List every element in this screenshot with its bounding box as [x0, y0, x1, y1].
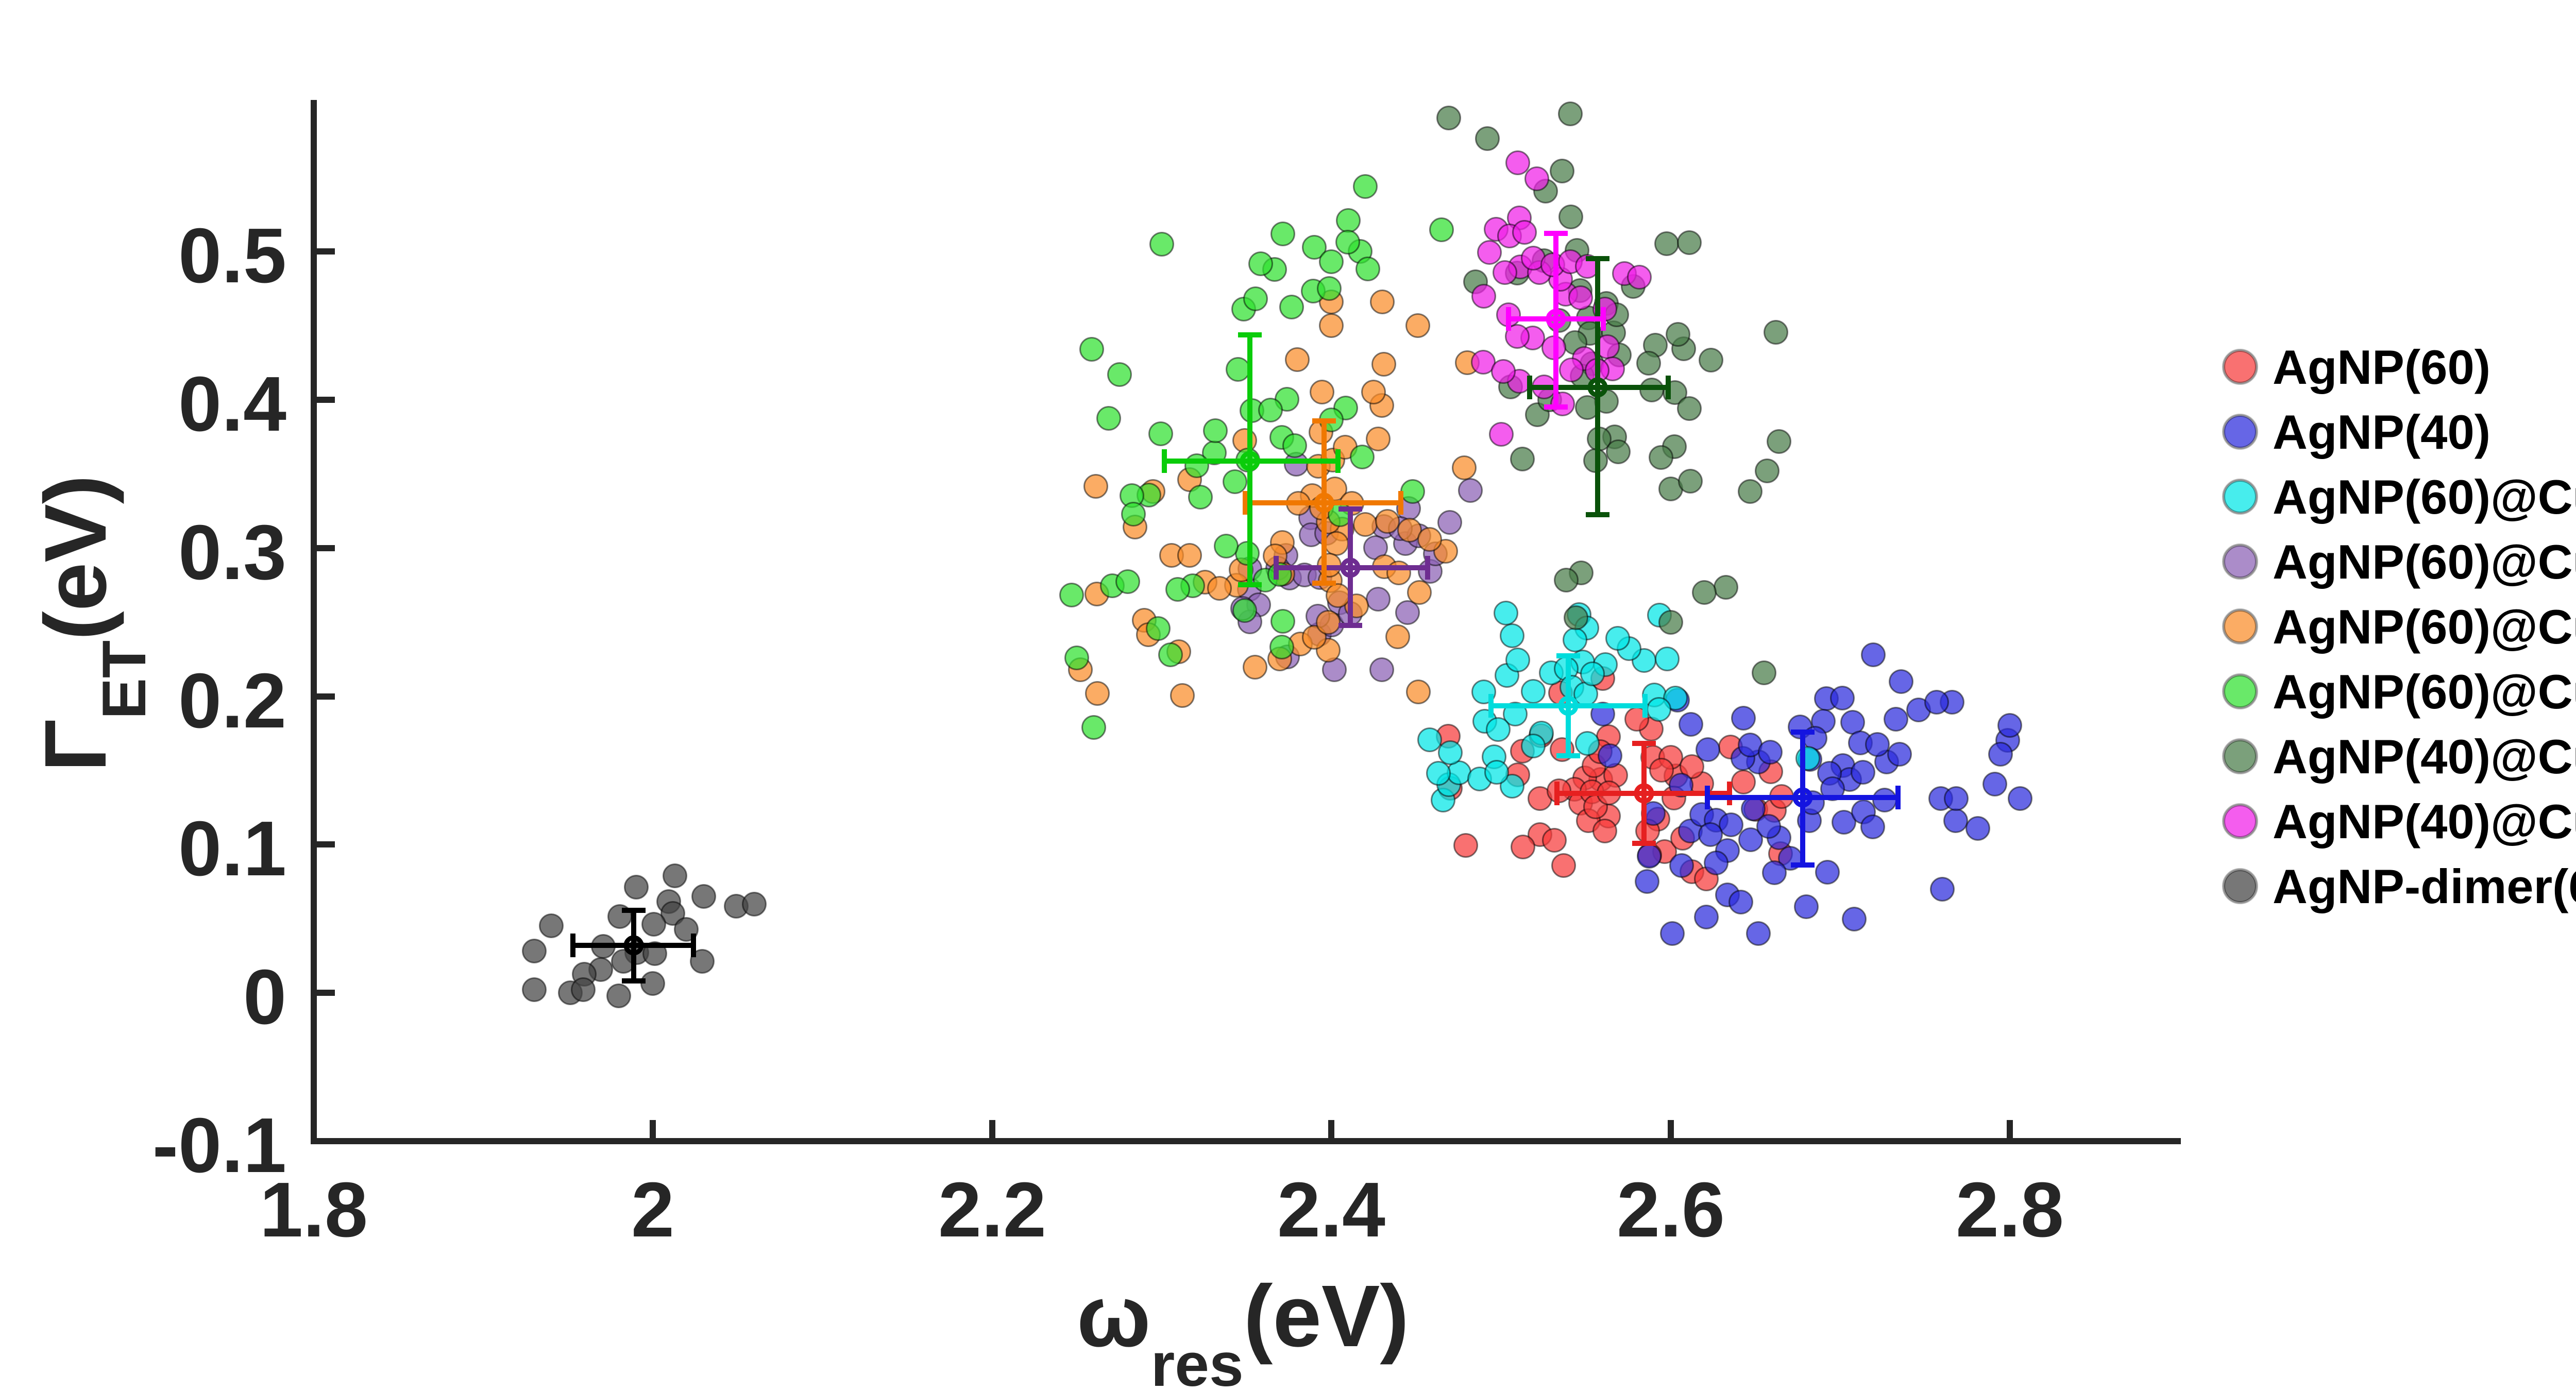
svg-text:0.2: 0.2 — [178, 657, 286, 744]
svg-text:2.8: 2.8 — [1956, 1166, 2064, 1253]
svg-text:AgNP(60): AgNP(60) — [2273, 340, 2490, 394]
svg-text:0.4: 0.4 — [178, 360, 286, 447]
svg-text:2.2: 2.2 — [938, 1166, 1046, 1253]
svg-text:AgNP(40): AgNP(40) — [2273, 405, 2490, 459]
svg-text:2.4: 2.4 — [1277, 1166, 1385, 1253]
svg-text:2: 2 — [631, 1166, 674, 1253]
svg-text:AgNP(60)@CuFeS2 (#NCs=284): AgNP(60)@CuFeS2 (#NCs=284) — [2273, 665, 2576, 719]
svg-text:0.1: 0.1 — [178, 805, 286, 892]
svg-text:AgNP(40)@CuFeS2 (#NCs=51): AgNP(40)@CuFeS2 (#NCs=51) — [2273, 794, 2576, 849]
svg-text:0.3: 0.3 — [178, 508, 286, 596]
svg-text:0.5: 0.5 — [178, 212, 286, 299]
svg-text:AgNP(60)@CuFeS2 (#NCs=29): AgNP(60)@CuFeS2 (#NCs=29) — [2273, 470, 2576, 524]
svg-text:AgNP(60)@CuFeS2 (#NCs=79): AgNP(60)@CuFeS2 (#NCs=79) — [2273, 535, 2576, 589]
svg-text:1.8: 1.8 — [260, 1166, 368, 1253]
svg-text:AgNP(40)@CuFeS2 (#NCs=26): AgNP(40)@CuFeS2 (#NCs=26) — [2273, 730, 2576, 784]
svg-text:AgNP(60)@CuFeS2 (#NCs=168): AgNP(60)@CuFeS2 (#NCs=168) — [2273, 600, 2576, 654]
svg-text:2.6: 2.6 — [1617, 1166, 1725, 1253]
svg-text:-0.1: -0.1 — [152, 1101, 286, 1189]
svg-text:0: 0 — [243, 953, 286, 1040]
svg-text:AgNP-dimer(60)@CuFeS2: AgNP-dimer(60)@CuFeS2 — [2273, 859, 2576, 913]
